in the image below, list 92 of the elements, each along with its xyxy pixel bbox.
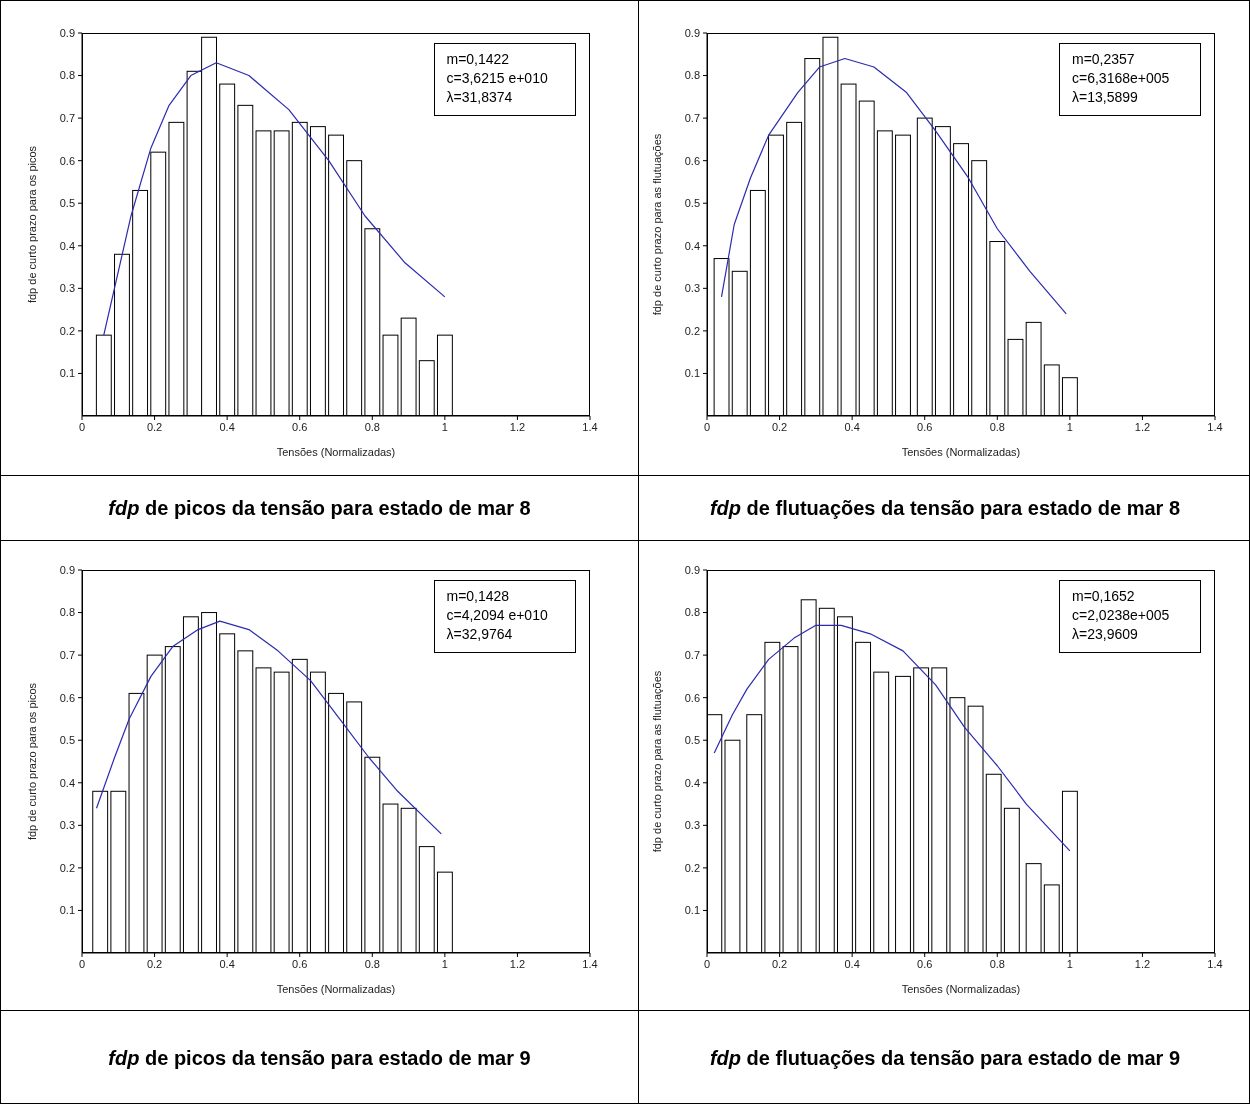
y-tick-label: 0.4 bbox=[59, 776, 75, 789]
x-tick-label: 0 bbox=[78, 957, 85, 970]
y-tick-label: 0.2 bbox=[684, 861, 700, 874]
y-tick-label: 0.8 bbox=[684, 606, 700, 619]
y-tick-label: 0.2 bbox=[59, 324, 75, 337]
y-tick-label: 0.3 bbox=[684, 281, 700, 294]
y-tick-label: 0.4 bbox=[684, 239, 700, 252]
annotation: λ=31,8374 bbox=[446, 87, 514, 107]
annotation: λ=13,5899 bbox=[1072, 87, 1139, 107]
y-tick-label: 0.8 bbox=[59, 68, 75, 81]
x-tick-label: 0.2 bbox=[146, 420, 162, 433]
annotation: m=0,1428 bbox=[446, 587, 511, 606]
y-tick-label: 0.9 bbox=[684, 26, 700, 39]
y-tick-label: 0.3 bbox=[59, 281, 75, 294]
y-axis-title: fdp de curto prazo para os picos bbox=[25, 144, 38, 303]
x-tick-label: 1.4 bbox=[1207, 957, 1223, 970]
annotation: m=0,1422 bbox=[446, 49, 511, 69]
annotation: c=2,0238e+005 bbox=[1072, 606, 1171, 625]
annotation: c=3,6215 e+010 bbox=[446, 68, 549, 88]
x-tick-label: 0 bbox=[703, 957, 711, 970]
y-tick-label: 0.7 bbox=[59, 649, 75, 662]
y-axis-title: fdp de curto prazo para os picos bbox=[25, 682, 38, 841]
x-tick-label: 0.4 bbox=[218, 420, 235, 433]
y-tick-label: 0.1 bbox=[59, 904, 75, 917]
x-axis-title: Tensões (Normalizadas) bbox=[901, 445, 1021, 458]
x-tick-label: 0.6 bbox=[917, 957, 933, 970]
y-tick-label: 0.5 bbox=[59, 196, 75, 209]
y-tick-label: 0.6 bbox=[684, 154, 700, 167]
x-tick-label: 0 bbox=[78, 420, 85, 433]
y-tick-label: 0.6 bbox=[59, 154, 75, 167]
x-tick-label: 1.4 bbox=[581, 420, 598, 433]
x-tick-label: 1 bbox=[441, 420, 448, 433]
y-tick-label: 0.4 bbox=[59, 239, 75, 252]
x-tick-label: 0.8 bbox=[364, 420, 380, 433]
x-tick-label: 1.2 bbox=[509, 420, 525, 433]
x-axis-title: Tensões (Normalizadas) bbox=[901, 983, 1021, 995]
text: fdp de picos da tensão para estado de mar 8 bbox=[107, 496, 532, 520]
y-tick-label: 0.4 bbox=[684, 776, 700, 789]
y-tick-label: 0.1 bbox=[684, 366, 700, 379]
x-tick-label: 1.4 bbox=[1207, 420, 1223, 433]
y-tick-label: 0.8 bbox=[59, 606, 75, 619]
annotation: c=4,2094 e+010 bbox=[446, 606, 549, 625]
y-axis-title: fdp de curto prazo para as flutuações bbox=[650, 132, 663, 315]
x-tick-label: 1 bbox=[1066, 957, 1073, 970]
annotation: c=6,3168e+005 bbox=[1072, 68, 1171, 88]
x-tick-label: 0.2 bbox=[771, 420, 788, 433]
y-tick-label: 0.7 bbox=[684, 649, 700, 662]
y-tick-label: 0.6 bbox=[59, 691, 75, 704]
annotation: λ=23,9609 bbox=[1072, 625, 1139, 644]
text: fdp de picos da tensão para estado de mar 9 bbox=[107, 1046, 532, 1070]
y-tick-label: 0.3 bbox=[59, 819, 75, 832]
y-tick-label: 0.1 bbox=[684, 904, 700, 917]
y-tick-label: 0.2 bbox=[684, 324, 700, 337]
x-tick-label: 1.2 bbox=[1134, 420, 1151, 433]
y-tick-label: 0.9 bbox=[59, 26, 75, 39]
y-tick-label: 0.6 bbox=[684, 691, 700, 704]
x-tick-label: 1 bbox=[441, 957, 448, 970]
x-axis-title: Tensões (Normalizadas) bbox=[276, 445, 395, 458]
y-tick-label: 0.3 bbox=[684, 819, 700, 832]
text: fdp de flutuações da tensão para estado de mar 8 bbox=[708, 496, 1182, 520]
x-axis-title: Tensões (Normalizadas) bbox=[276, 983, 395, 995]
y-tick-label: 0.9 bbox=[684, 563, 700, 576]
y-tick-label: 0.5 bbox=[59, 734, 75, 747]
x-tick-label: 1.4 bbox=[581, 957, 598, 970]
y-tick-label: 0.5 bbox=[684, 196, 700, 209]
y-tick-label: 0.7 bbox=[684, 111, 700, 124]
x-tick-label: 0.4 bbox=[844, 957, 860, 970]
x-tick-label: 1 bbox=[1066, 420, 1073, 433]
y-tick-label: 0.9 bbox=[59, 563, 75, 576]
text: fdp de flutuações da tensão para estado de mar 9 bbox=[708, 1046, 1182, 1070]
x-tick-label: 0.6 bbox=[917, 420, 933, 433]
y-tick-label: 0.7 bbox=[59, 111, 75, 124]
x-tick-label: 0.4 bbox=[844, 420, 860, 433]
y-axis-title: fdp de curto prazo para as flutuações bbox=[650, 670, 663, 853]
annotation: λ=32,9764 bbox=[446, 625, 514, 644]
x-tick-label: 1.2 bbox=[1134, 957, 1151, 970]
x-tick-label: 0.8 bbox=[989, 957, 1005, 970]
x-tick-label: 0 bbox=[703, 420, 711, 433]
y-tick-label: 0.2 bbox=[59, 861, 75, 874]
annotation: m=0,1652 bbox=[1072, 587, 1136, 606]
x-tick-label: 0.2 bbox=[771, 957, 788, 970]
x-tick-label: 0.6 bbox=[291, 420, 307, 433]
annotation: m=0,2357 bbox=[1072, 49, 1136, 69]
x-tick-label: 0.6 bbox=[291, 957, 307, 970]
x-tick-label: 0.4 bbox=[218, 957, 235, 970]
y-tick-label: 0.5 bbox=[684, 734, 700, 747]
y-tick-label: 0.1 bbox=[59, 366, 75, 379]
x-tick-label: 1.2 bbox=[509, 957, 525, 970]
x-tick-label: 0.8 bbox=[989, 420, 1005, 433]
x-tick-label: 0.2 bbox=[146, 957, 162, 970]
x-tick-label: 0.8 bbox=[364, 957, 380, 970]
y-tick-label: 0.8 bbox=[684, 68, 700, 81]
